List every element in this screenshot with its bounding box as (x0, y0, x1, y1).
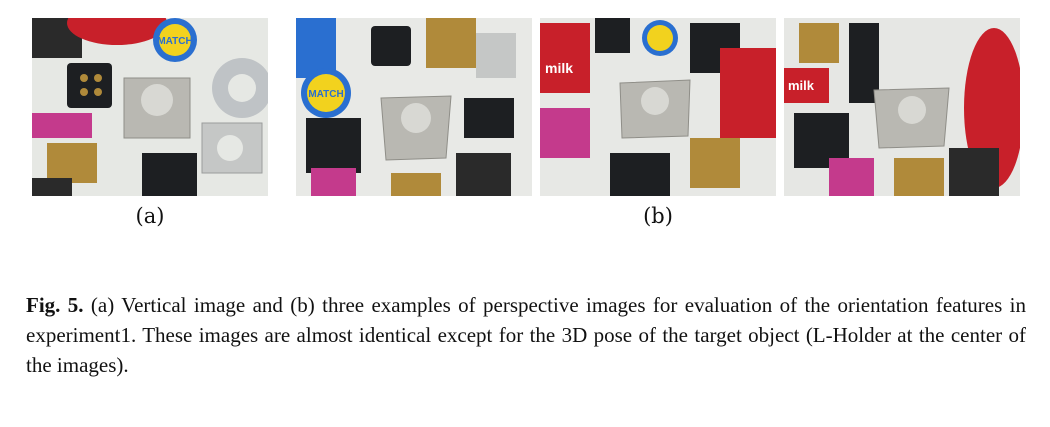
subfigure-label-a: (a) (135, 204, 165, 228)
perspective-image-1: MATCH (296, 18, 532, 196)
match-logo: MATCH (301, 68, 351, 118)
perspective-image-1-photo: MATCH (296, 18, 532, 196)
vertical-image: MATCH (32, 18, 268, 196)
l-holder (380, 95, 452, 161)
svg-text:MATCH: MATCH (308, 89, 343, 100)
svg-text:milk: milk (788, 78, 815, 93)
perspective-image-3: milk (784, 18, 1020, 196)
perspective-image-2-photo: milk (540, 18, 776, 196)
caption-text: (a) Vertical image and (b) three example… (26, 293, 1026, 377)
vertical-image-photo: MATCH (32, 18, 268, 196)
svg-text:MATCH: MATCH (157, 36, 192, 47)
figure-caption: Fig. 5. (a) Vertical image and (b) three… (26, 290, 1026, 380)
black-connector (67, 63, 112, 108)
l-holder (123, 77, 191, 139)
caption-label: Fig. 5. (26, 293, 84, 317)
l-holder (619, 79, 691, 139)
match-logo (642, 20, 678, 56)
subfigure-label-b: (b) (643, 204, 673, 228)
perspective-image-3-photo: milk (784, 18, 1020, 196)
perspective-image-2: milk (540, 18, 776, 196)
svg-text:milk: milk (545, 60, 573, 76)
match-logo: MATCH (153, 18, 197, 62)
l-holder (873, 87, 950, 149)
